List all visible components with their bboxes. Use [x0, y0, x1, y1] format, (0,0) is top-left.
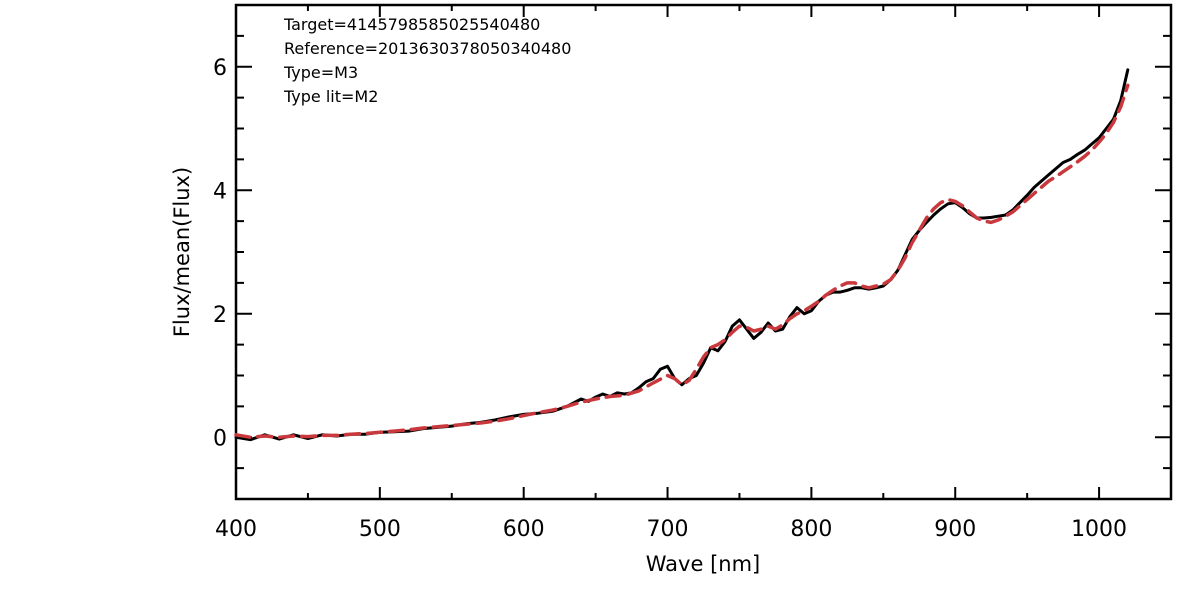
reference-spectrum-line	[234, 83, 1130, 440]
x-tick-labels: 400 500 600 700 800 900 1000	[215, 517, 1127, 542]
x-tick-label: 500	[359, 517, 401, 542]
y-tick-labels: 0 2 4 6	[213, 56, 227, 452]
x-axis-title: Wave [nm]	[646, 552, 760, 576]
plot-frame	[234, 3, 1173, 501]
x-tick-label: 400	[215, 517, 257, 542]
annotation-line: Reference=2013630378050340480	[284, 39, 571, 58]
y-tick-label: 4	[213, 179, 227, 204]
x-tick-label: 900	[934, 517, 976, 542]
series-group	[234, 68, 1130, 442]
y-tick-label: 6	[213, 56, 227, 81]
x-tick-label: 800	[790, 517, 832, 542]
annotations: Target=4145798585025540480 Reference=2013…	[283, 15, 571, 106]
x-tick-label: 700	[647, 517, 689, 542]
y-tick-label: 2	[213, 303, 227, 328]
y-tick-label: 0	[213, 426, 227, 451]
target-spectrum-line	[234, 68, 1130, 442]
axis-ticks	[235, 4, 1172, 500]
annotation-line: Type lit=M2	[283, 87, 378, 106]
y-axis-title: Flux/mean(Flux)	[170, 167, 194, 337]
annotation-line: Type=M3	[283, 63, 358, 82]
x-tick-label: 600	[503, 517, 545, 542]
x-tick-label: 1000	[1071, 517, 1127, 542]
annotation-line: Target=4145798585025540480	[283, 15, 540, 34]
